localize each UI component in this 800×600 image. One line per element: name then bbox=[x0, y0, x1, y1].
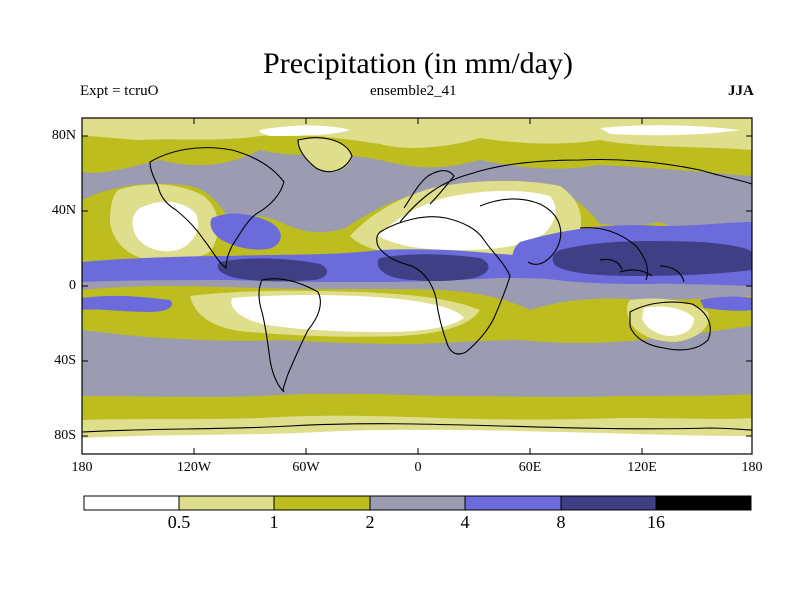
lat-label-80n: 80N bbox=[51, 128, 76, 143]
coast-maritime-continent bbox=[599, 258, 685, 283]
colorbar-swatch-1 bbox=[179, 496, 274, 510]
coast-north-america bbox=[149, 147, 285, 270]
field-itcz-dark-c bbox=[552, 240, 752, 276]
field-antarctic-white bbox=[82, 429, 752, 454]
colorbar-label-16: 16 bbox=[647, 512, 665, 532]
coastlines bbox=[82, 137, 752, 433]
field-arctic-white-b bbox=[600, 125, 740, 136]
lon-label-180w: 180 bbox=[71, 460, 93, 475]
field-australia-white bbox=[642, 306, 694, 336]
colorbar-swatch-4 bbox=[465, 496, 561, 510]
lon-label-0: 0 bbox=[414, 460, 422, 475]
lon-label-180e: 180 bbox=[741, 460, 763, 475]
colorbar-label-2: 2 bbox=[365, 512, 375, 532]
colorbar-swatch-2 bbox=[274, 496, 370, 510]
field-greenland-light bbox=[298, 137, 352, 173]
lon-label-60w: 60W bbox=[292, 460, 320, 475]
colorbar-swatch-0 bbox=[84, 496, 179, 510]
lon-label-60e: 60E bbox=[518, 460, 542, 475]
field-arctic-light bbox=[82, 118, 752, 150]
lon-label-120w: 120W bbox=[176, 460, 212, 475]
coast-australia bbox=[629, 301, 711, 351]
coast-europe bbox=[403, 170, 455, 209]
precipitation-field bbox=[82, 118, 752, 454]
colorbar-label-1: 1 bbox=[269, 512, 279, 532]
coast-antarctica bbox=[82, 423, 752, 433]
coast-south-america bbox=[258, 278, 321, 393]
lat-label-80s: 80S bbox=[54, 428, 76, 443]
field-pacific-blue bbox=[210, 213, 281, 250]
coast-africa bbox=[376, 216, 511, 355]
colorbar-label-4: 4 bbox=[460, 512, 470, 532]
map-ticks bbox=[82, 118, 752, 454]
colorbar-swatch-5 bbox=[561, 496, 656, 510]
lat-label-0: 0 bbox=[69, 278, 76, 293]
coast-greenland bbox=[297, 137, 353, 173]
lat-label-40s: 40S bbox=[54, 353, 76, 368]
colorbar-label-8: 8 bbox=[556, 512, 566, 532]
field-sahara-white bbox=[378, 190, 556, 250]
map-title: Precipitation (in mm/day) bbox=[263, 47, 573, 80]
field-s-subtrop-white bbox=[231, 295, 464, 332]
lon-label-120e: 120E bbox=[627, 460, 657, 475]
field-arctic-white-a bbox=[259, 125, 350, 136]
ensemble-label: ensemble2_41 bbox=[370, 83, 457, 99]
colorbar-frame bbox=[83, 495, 752, 511]
colorbar-swatch-3 bbox=[370, 496, 465, 510]
colorbar bbox=[83, 495, 752, 511]
lat-label-40n: 40N bbox=[51, 203, 76, 218]
field-s-pacific-blue bbox=[82, 295, 172, 312]
season-label: JJA bbox=[728, 83, 754, 99]
field-itcz-dark-b bbox=[377, 254, 489, 281]
experiment-label: Expt = tcruO bbox=[80, 83, 159, 99]
coast-eurasia bbox=[399, 158, 752, 281]
field-s-indian-blue bbox=[700, 296, 752, 311]
colorbar-label-0-5: 0.5 bbox=[167, 512, 191, 532]
field-itcz-dark-a bbox=[217, 258, 328, 282]
colorbar-swatch-6 bbox=[656, 496, 751, 510]
